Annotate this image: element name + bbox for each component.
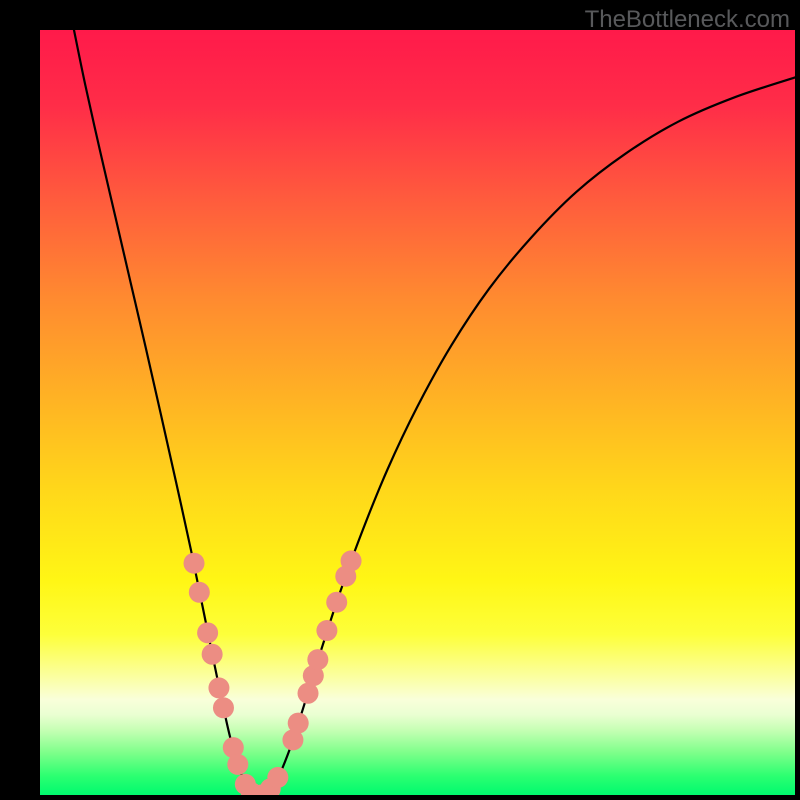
data-marker <box>267 767 288 788</box>
watermark-label: TheBottleneck.com <box>585 6 790 34</box>
data-marker <box>189 582 210 603</box>
data-marker <box>316 620 337 641</box>
data-marker <box>208 677 229 698</box>
data-marker <box>326 592 347 613</box>
data-marker <box>197 622 218 643</box>
data-marker <box>202 644 223 665</box>
chart-canvas: TheBottleneck.com <box>0 0 800 800</box>
data-marker <box>341 550 362 571</box>
data-marker <box>307 649 328 670</box>
data-marker <box>288 713 309 734</box>
data-marker <box>184 553 205 574</box>
data-marker <box>213 697 234 718</box>
plot-area <box>40 30 795 795</box>
gradient-background <box>40 30 795 795</box>
data-marker <box>227 754 248 775</box>
